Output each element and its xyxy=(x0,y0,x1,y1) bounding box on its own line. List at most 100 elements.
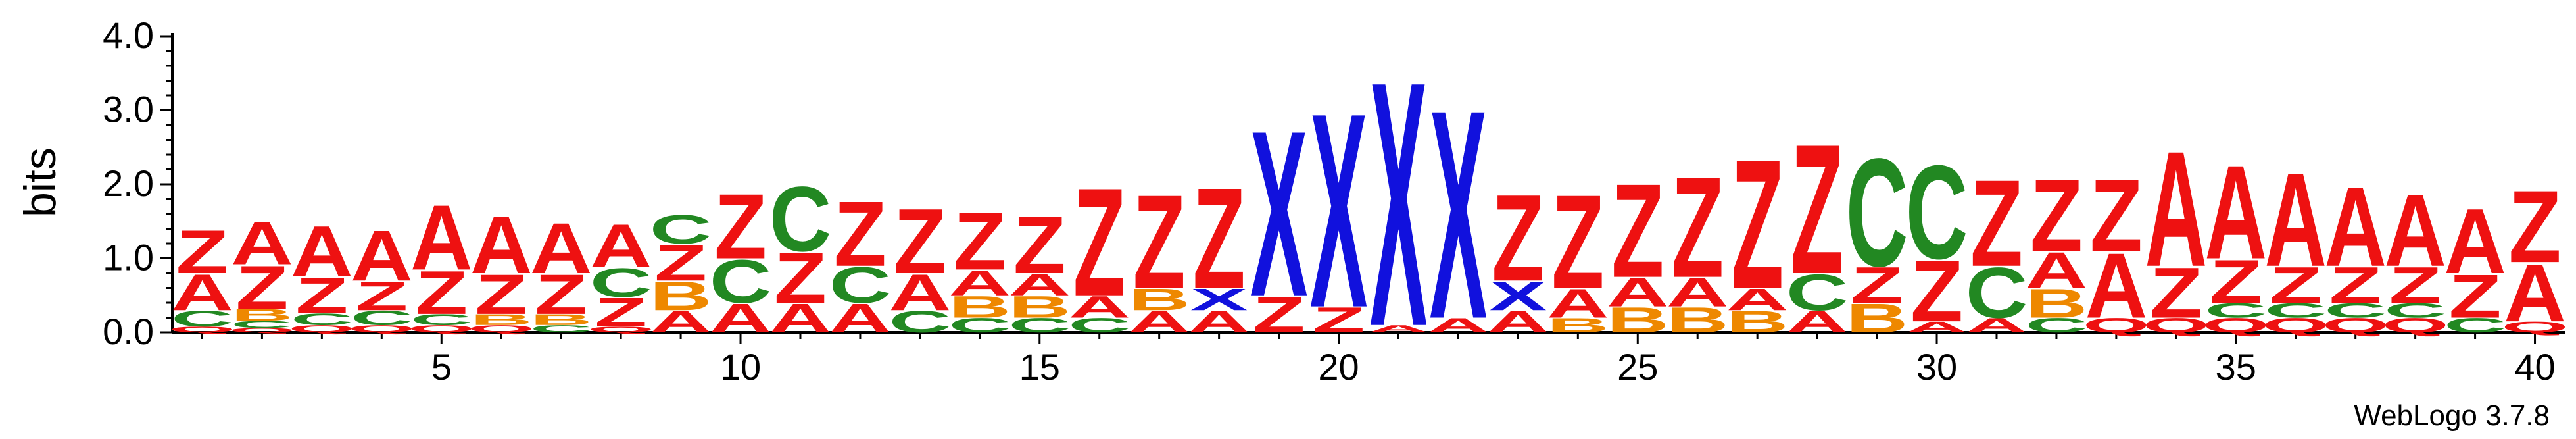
logo-letter-Z-pos-4: Z xyxy=(355,273,408,319)
logo-letter-Q-pos-8: Q xyxy=(587,325,654,334)
logo-letter-B-pos-15: B xyxy=(1008,290,1071,324)
logo-letter-Q-pos-35: Q xyxy=(2202,314,2270,337)
logo-letter-C-pos-35: C xyxy=(2204,299,2267,323)
logo-letter-Z-pos-10: Z xyxy=(714,174,767,278)
x-tick-label: 25 xyxy=(1617,346,1658,388)
logo-letter-A-pos-9: A xyxy=(650,305,712,339)
logo-letter-Z-pos-31: Z xyxy=(1970,155,2023,293)
logo-letter-A-pos-22: A xyxy=(1427,314,1490,337)
x-tick-label: 15 xyxy=(1019,346,1060,388)
y-tick-label: 2.0 xyxy=(103,163,154,204)
logo-letter-C-pos-37: C xyxy=(2324,299,2387,323)
logo-letter-A-pos-12: A xyxy=(829,295,892,341)
logo-letter-C-pos-36: C xyxy=(2264,299,2327,323)
logo-letter-Q-pos-38: Q xyxy=(2382,314,2449,337)
logo-letter-A-pos-23: A xyxy=(1487,305,1549,339)
logo-letter-A-pos-40: A xyxy=(2504,247,2566,340)
logo-letter-B-pos-14: B xyxy=(949,290,1011,324)
logo-letter-Z-pos-18: Z xyxy=(1193,159,1246,319)
logo-letter-A-pos-18: A xyxy=(1188,305,1250,339)
logo-letter-C-pos-16: C xyxy=(1068,314,1130,337)
logo-letter-A-pos-5: A xyxy=(410,186,473,289)
logo-letter-A-pos-1: A xyxy=(171,263,233,321)
logo-letter-Z-pos-33: Z xyxy=(2090,157,2143,273)
logo-letter-C-pos-29: C xyxy=(1846,127,1908,299)
logo-letter-Z-pos-24: Z xyxy=(1551,168,1604,317)
logo-letter-A-pos-35: A xyxy=(2204,138,2267,288)
logo-letter-X-pos-20: X xyxy=(1310,56,1368,366)
logo-letter-Q-pos-34: Q xyxy=(2143,314,2210,337)
y-tick-label: 1.0 xyxy=(103,237,154,278)
logo-letter-Z-pos-16: Z xyxy=(1073,157,1126,329)
logo-letter-Z-pos-25: Z xyxy=(1611,157,1664,306)
logo-letter-C-pos-2: C xyxy=(231,319,293,330)
logo-letter-Z-pos-35: Z xyxy=(2210,247,2262,316)
logo-letter-Z-pos-17: Z xyxy=(1133,168,1186,317)
y-tick-label: 4.0 xyxy=(103,14,154,56)
y-tick-label: 0.0 xyxy=(103,311,154,352)
logo-letter-A-pos-27: A xyxy=(1726,282,1789,317)
logo-letter-B-pos-6: B xyxy=(470,311,533,328)
logo-letter-A-pos-37: A xyxy=(2324,165,2387,290)
logo-letter-A-pos-8: A xyxy=(590,212,652,280)
logo-letter-Z-pos-38: Z xyxy=(2389,256,2442,314)
x-tick-label: 30 xyxy=(1916,346,1957,388)
logo-letter-B-pos-29: B xyxy=(1846,295,1908,341)
logo-letter-Z-pos-15: Z xyxy=(1013,199,1066,292)
logo-letter-Z-pos-8: Z xyxy=(595,289,647,335)
logo-letter-C-pos-4: C xyxy=(351,307,413,330)
logo-letter-B-pos-9: B xyxy=(650,273,712,319)
x-tick-label: 40 xyxy=(2514,346,2555,388)
logo-letter-B-pos-24: B xyxy=(1547,314,1609,337)
logo-letter-Z-pos-1: Z xyxy=(176,218,228,286)
logo-letter-X-pos-22: X xyxy=(1430,47,1488,381)
logo-letter-Q-pos-40: Q xyxy=(2502,319,2569,336)
logo-letter-A-pos-6: A xyxy=(470,199,533,292)
logo-letter-A-pos-15: A xyxy=(1008,267,1071,301)
logo-letter-A-pos-17: A xyxy=(1128,305,1190,339)
logo-letter-A-pos-11: A xyxy=(769,295,832,341)
logo-letter-C-pos-32: C xyxy=(2026,314,2088,337)
logo-letter-C-pos-3: C xyxy=(291,310,353,328)
logo-letter-B-pos-25: B xyxy=(1607,300,1669,340)
x-tick-label: 20 xyxy=(1318,346,1359,388)
logo-letter-Z-pos-7: Z xyxy=(535,263,587,326)
logo-letter-Q-pos-1: Q xyxy=(168,325,235,334)
logo-letter-C-pos-7: C xyxy=(530,323,593,334)
footer-credit: WebLogo 3.7.8 xyxy=(2354,400,2550,432)
logo-letter-Z-pos-36: Z xyxy=(2270,256,2322,314)
logo-letter-Z-pos-37: Z xyxy=(2329,256,2382,314)
logo-letter-Q-pos-36: Q xyxy=(2262,314,2329,337)
logo-letter-C-pos-15: C xyxy=(1008,314,1071,337)
logo-letter-A-pos-3: A xyxy=(291,211,353,292)
logo-letter-Q-pos-3: Q xyxy=(288,323,355,334)
logo-letter-A-pos-24: A xyxy=(1547,280,1609,326)
logo-letter-Q-pos-33: Q xyxy=(2083,314,2150,337)
logo-letter-C-pos-9: C xyxy=(650,206,712,252)
logo-letter-C-pos-31: C xyxy=(1966,253,2028,333)
logo-letter-X-pos-19: X xyxy=(1250,82,1308,346)
logo-letter-C-pos-30: C xyxy=(1906,138,1968,288)
logo-letter-Z-pos-28: Z xyxy=(1791,106,1843,313)
logo-letter-C-pos-11: C xyxy=(769,167,832,271)
logo-letter-Z-pos-5: Z xyxy=(415,259,468,327)
logo-letter-A-pos-32: A xyxy=(2026,242,2088,299)
logo-letter-Z-pos-32: Z xyxy=(2030,157,2083,273)
logo-letter-A-pos-14: A xyxy=(949,263,1011,303)
logo-letter-A-pos-2: A xyxy=(231,209,293,278)
logo-letter-B-pos-27: B xyxy=(1726,305,1789,339)
logo-letter-A-pos-36: A xyxy=(2264,145,2327,295)
x-tick-label: 5 xyxy=(431,346,452,388)
logo-letter-Q-pos-2: Q xyxy=(228,327,295,334)
logo-letter-A-pos-34: A xyxy=(2145,117,2207,301)
logo-letter-Z-pos-11: Z xyxy=(774,238,827,318)
logo-letter-Q-pos-37: Q xyxy=(2322,314,2389,337)
logo-letter-X-pos-18: X xyxy=(1190,282,1248,317)
logo-letter-B-pos-2: B xyxy=(231,305,293,324)
logo-letter-A-pos-39: A xyxy=(2444,190,2506,293)
logo-letter-A-pos-21: A xyxy=(1367,323,1430,334)
logo-letter-C-pos-8: C xyxy=(590,259,652,305)
logo-letter-A-pos-13: A xyxy=(889,263,952,321)
logo-letter-Q-pos-4: Q xyxy=(348,323,415,334)
